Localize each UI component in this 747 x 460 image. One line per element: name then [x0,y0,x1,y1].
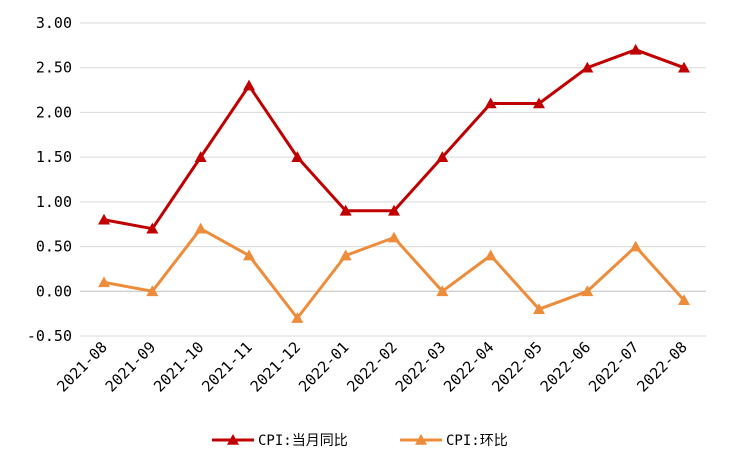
series-0-point [533,97,545,109]
x-tick-label: 2021-12 [247,338,304,395]
x-tick-label: 2021-08 [53,338,110,395]
x-tick-label: 2021-09 [102,338,159,395]
series-1-point [98,276,110,288]
series-0-point [678,61,690,73]
x-tick-label: 2021-11 [198,338,255,395]
series-0-point [581,61,594,73]
x-tick-label: 2022-07 [585,338,642,395]
legend-label-0: CPI:当月同比 [258,433,348,449]
legend: CPI:当月同比 CPI:环比 [212,433,508,449]
x-tick-label: 2022-05 [488,338,545,395]
x-tick-label: 2022-06 [537,338,594,395]
x-tick-label: 2022-02 [343,338,400,395]
series-0-point [146,222,159,234]
series-0-point [629,43,642,55]
series-0-point [291,151,304,162]
series-0-point [436,151,449,162]
series-0-point [339,204,352,216]
series-0-point [388,204,400,216]
series-1-point [581,285,594,297]
x-axis-tick-labels: 2021-082021-092021-102021-112021-122022-… [53,338,690,395]
y-axis-tick-labels: 3.00 2.50 2.00 1.50 1.00 0.50 0.00 -0.50 [27,14,72,345]
legend-marker-0 [227,434,239,445]
series-1-point [678,294,690,306]
x-tick-label: 2021-10 [150,338,207,395]
y-tick-label: 0.00 [36,282,72,300]
legend-label-1: CPI:环比 [446,433,508,449]
series-1-point [533,303,545,314]
series-0-point [98,213,110,225]
series-1-point [146,285,159,297]
series-1-point [388,231,400,243]
series-1-point [484,249,497,261]
legend-marker-1 [415,434,427,445]
series-1-point [629,240,642,252]
y-tick-label: 1.50 [36,148,72,166]
series-0-point [194,151,207,162]
y-tick-label: 0.50 [36,238,72,256]
series-1-point [436,285,449,297]
y-tick-label: 2.00 [36,103,72,121]
series-1-point [291,312,304,323]
series-lines [103,48,686,320]
series-1-point [243,249,255,261]
series-0-point [243,79,255,91]
gridlines [80,22,706,337]
y-tick-label: -0.50 [27,327,72,345]
x-tick-label: 2022-08 [633,338,690,395]
series-1-point [194,222,207,234]
series-0-point [484,97,497,109]
x-tick-label: 2022-01 [295,338,352,395]
y-tick-label: 2.50 [36,59,72,77]
x-tick-label: 2022-04 [440,338,497,395]
series-1-point [339,249,352,261]
y-tick-label: 1.00 [36,193,72,211]
y-tick-label: 3.00 [36,14,72,32]
series-markers [98,43,690,323]
x-tick-label: 2022-03 [392,338,449,395]
